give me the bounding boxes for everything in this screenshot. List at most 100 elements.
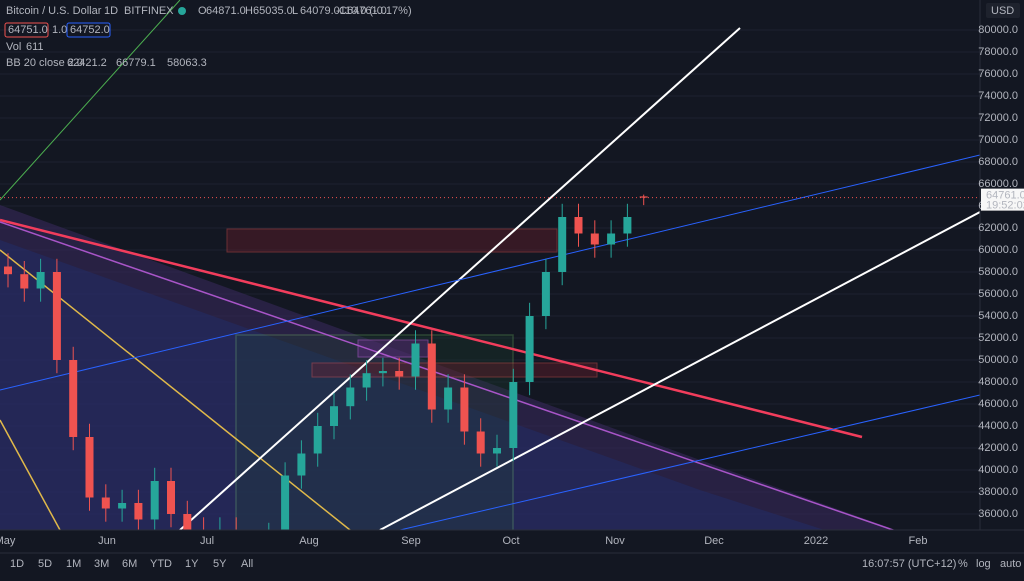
channel-line — [179, 27, 741, 530]
y-tick-label: 66000.0 — [978, 178, 1018, 190]
trend-line — [0, 221, 896, 530]
ohlc-key: C — [339, 5, 347, 17]
shaded-wedge — [0, 240, 825, 530]
ohlc-key: H — [245, 5, 253, 17]
x-tick-label: Aug — [299, 535, 319, 547]
range-button[interactable]: YTD — [150, 558, 172, 570]
axis-option[interactable]: % — [958, 558, 968, 570]
candle-body — [639, 196, 648, 198]
bb-lower: 58063.3 — [167, 57, 207, 69]
currency[interactable]: USD — [991, 5, 1014, 17]
y-tick-label: 58000.0 — [978, 266, 1018, 278]
candle-body — [493, 447, 501, 454]
legend: Bitcoin / U.S. Dollar 1D BITFINEX -110.0… — [4, 3, 1020, 69]
axis-option[interactable]: auto — [1000, 558, 1021, 570]
x-tick-label: Feb — [909, 535, 928, 547]
range-button[interactable]: 6M — [122, 558, 137, 570]
countdown: 19:52:02 — [986, 200, 1024, 212]
candle-body — [281, 475, 290, 530]
candle-body — [411, 343, 420, 377]
candle-body — [52, 271, 61, 360]
candle-body — [167, 480, 175, 514]
y-tick-label: 52000.0 — [978, 332, 1018, 344]
y-tick-label: 56000.0 — [978, 288, 1018, 300]
candle-body — [525, 315, 534, 382]
candle-body — [4, 266, 12, 275]
vol-value: 611 — [26, 41, 44, 53]
y-tick-label: 62000.0 — [978, 222, 1018, 234]
range-button[interactable]: 5Y — [213, 558, 227, 570]
bid-box[interactable] — [4, 22, 49, 38]
candle-body — [427, 343, 436, 410]
candle-body — [69, 359, 78, 437]
candle-body — [574, 216, 583, 234]
ask[interactable]: 64752.0 — [70, 24, 110, 36]
candle-body — [183, 513, 192, 530]
channel-line — [379, 211, 980, 530]
x-tick-label: Jul — [200, 535, 214, 547]
y-tick-label: 44000.0 — [978, 420, 1018, 432]
trend-line — [0, 218, 863, 439]
y-tick-label: 60000.0 — [978, 244, 1018, 256]
candle-body — [36, 271, 45, 289]
currency-select[interactable] — [986, 3, 1020, 18]
candle-body — [460, 387, 469, 432]
x-tick-label: Jun — [98, 535, 116, 547]
status-dot — [178, 7, 186, 15]
price-tag — [981, 188, 1024, 211]
axis-option[interactable]: log — [976, 558, 991, 570]
y-tick-label: 54000.0 — [978, 310, 1018, 322]
y-tick-label: 46000.0 — [978, 398, 1018, 410]
candle-body — [362, 373, 371, 388]
range-button[interactable]: 3M — [94, 558, 109, 570]
candle-body — [476, 431, 485, 454]
range-button[interactable]: 1D — [10, 558, 24, 570]
ohlc-key: L — [292, 5, 298, 17]
candle-body — [313, 425, 322, 454]
y-tick-label: 80000.0 — [978, 24, 1018, 36]
y-tick-label: 76000.0 — [978, 68, 1018, 80]
candle-body — [346, 387, 355, 407]
candle-body — [558, 216, 567, 272]
range-button[interactable]: All — [241, 558, 253, 570]
ohlc: O 64871.0 H 65035.0 L 64079.0 C 64761.0 — [198, 5, 387, 17]
y-tick-label: 38000.0 — [978, 486, 1018, 498]
trend-line — [0, 419, 61, 530]
candle-body — [330, 406, 338, 426]
clock: 16:07:57 (UTC+12) — [862, 558, 956, 570]
x-tick-label: Nov — [605, 535, 625, 547]
range-button[interactable]: 1Y — [185, 558, 199, 570]
y-tick-label: 74000.0 — [978, 90, 1018, 102]
candle-body — [509, 381, 518, 448]
bid[interactable]: 64751.0 — [8, 24, 48, 36]
y-tick-label: 78000.0 — [978, 46, 1018, 58]
change: -110.0 (-0.17%) — [336, 5, 412, 17]
candle-body — [607, 233, 616, 245]
ohlc-key: O — [198, 5, 207, 17]
symbol: Bitcoin / U.S. Dollar — [6, 5, 102, 17]
bb-label: BB 20 close 2 0 — [6, 57, 83, 69]
y-tick-label: 72000.0 — [978, 112, 1018, 124]
range-button[interactable]: 1M — [66, 558, 81, 570]
trend-line — [0, 0, 181, 201]
ohlc-value: 64871.0 — [206, 5, 246, 17]
candle-body — [623, 216, 632, 234]
price-tag-value: 64761.0 — [986, 190, 1024, 202]
range-button[interactable]: 5D — [38, 558, 52, 570]
ask-box[interactable] — [66, 22, 111, 38]
candle-body — [150, 480, 159, 520]
ohlc-value: 64761.0 — [347, 5, 387, 17]
candles — [4, 194, 648, 530]
candle-body — [590, 233, 599, 245]
x-tick-label: Oct — [502, 535, 519, 547]
y-tick-label: 36000.0 — [978, 508, 1018, 520]
y-tick-label: 48000.0 — [978, 376, 1018, 388]
qty: 1.0 — [52, 24, 67, 36]
candle-body — [85, 436, 94, 498]
candle-body — [297, 453, 306, 476]
candle-body — [378, 370, 387, 374]
zone-box — [226, 228, 558, 253]
zone-box — [311, 362, 598, 378]
x-tick-label: Dec — [704, 535, 724, 547]
